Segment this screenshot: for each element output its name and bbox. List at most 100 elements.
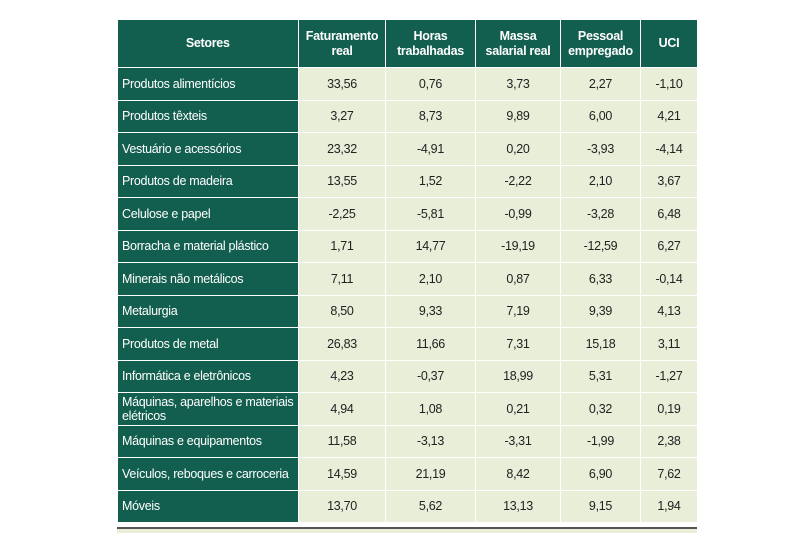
table-footer-rule <box>117 527 697 533</box>
value-cell: 23,32 <box>298 132 386 166</box>
table-row: Celulose e papel -2,25 -5,81 -0,99 -3,28 6,48 <box>117 197 697 231</box>
value-cell: 26,83 <box>298 327 386 361</box>
header-cell: Pessoal empregado <box>560 20 641 68</box>
table-row: Produtos de metal 26,83 11,66 7,31 15,18 3,11 <box>117 327 697 361</box>
value-cell: 4,13 <box>640 294 697 328</box>
value-cell: -1,99 <box>560 424 641 458</box>
table-row: Produtos alimentícios 33,56 0,76 3,73 2,27 -1… <box>117 67 697 101</box>
value-cell: -4,14 <box>640 132 697 166</box>
value-cell: 0,20 <box>475 132 561 166</box>
row-label: Produtos de madeira <box>117 164 299 198</box>
value-cell: 2,27 <box>560 67 641 101</box>
value-cell: -3,31 <box>475 424 561 458</box>
value-cell: 1,52 <box>385 164 476 198</box>
header-row: Setores Faturamento real Horas trabalhadas… <box>117 20 697 68</box>
table-row: Produtos de madeira 13,55 1,52 -2,22 2,10 3,6… <box>117 164 697 198</box>
value-cell: 0,21 <box>475 392 561 426</box>
value-cell: -3,28 <box>560 197 641 231</box>
value-cell: -3,13 <box>385 424 476 458</box>
row-label: Veículos, reboques e carroceria <box>117 457 299 491</box>
value-cell: 7,62 <box>640 457 697 491</box>
value-cell: 7,19 <box>475 294 561 328</box>
table-row: Máquinas, aparelhos e materiais elétrico… <box>117 392 697 426</box>
value-cell: 8,42 <box>475 457 561 491</box>
value-cell: 13,13 <box>475 489 561 523</box>
value-cell: -0,37 <box>385 359 476 393</box>
table-row: Borracha e material plástico 1,71 14,77 -19… <box>117 229 697 263</box>
value-cell: 2,10 <box>385 262 476 296</box>
value-cell: -2,22 <box>475 164 561 198</box>
value-cell: 1,71 <box>298 229 386 263</box>
value-cell: -1,27 <box>640 359 697 393</box>
value-cell: 6,00 <box>560 99 641 133</box>
value-cell: 33,56 <box>298 67 386 101</box>
value-cell: 13,55 <box>298 164 386 198</box>
value-cell: 8,50 <box>298 294 386 328</box>
value-cell: 5,62 <box>385 489 476 523</box>
value-cell: 6,48 <box>640 197 697 231</box>
value-cell: 14,59 <box>298 457 386 491</box>
value-cell: -0,14 <box>640 262 697 296</box>
value-cell: 1,94 <box>640 489 697 523</box>
table-container: Setores Faturamento real Horas trabalhadas… <box>117 20 697 533</box>
value-cell: 4,94 <box>298 392 386 426</box>
value-cell: -3,93 <box>560 132 641 166</box>
row-label: Produtos alimentícios <box>117 67 299 101</box>
value-cell: 4,21 <box>640 99 697 133</box>
value-cell: 7,11 <box>298 262 386 296</box>
row-label: Vestuário e acessórios <box>117 132 299 166</box>
value-cell: 18,99 <box>475 359 561 393</box>
value-cell: -4,91 <box>385 132 476 166</box>
value-cell: 13,70 <box>298 489 386 523</box>
value-cell: 1,08 <box>385 392 476 426</box>
value-cell: 7,31 <box>475 327 561 361</box>
value-cell: -2,25 <box>298 197 386 231</box>
row-label: Máquinas e equipamentos <box>117 424 299 458</box>
value-cell: 6,90 <box>560 457 641 491</box>
table-row: Informática e eletrônicos 4,23 -0,37 18,99 5… <box>117 359 697 393</box>
row-label: Produtos têxteis <box>117 99 299 133</box>
value-cell: 15,18 <box>560 327 641 361</box>
value-cell: -5,81 <box>385 197 476 231</box>
value-cell: 5,31 <box>560 359 641 393</box>
row-label: Borracha e material plástico <box>117 229 299 263</box>
header-cell: Faturamento real <box>298 20 386 68</box>
value-cell: 11,58 <box>298 424 386 458</box>
value-cell: 3,67 <box>640 164 697 198</box>
value-cell: 9,39 <box>560 294 641 328</box>
table-row: Vestuário e acessórios 23,32 -4,91 0,20 -3,9… <box>117 132 697 166</box>
header-cell: Horas trabalhadas <box>385 20 476 68</box>
row-label: Celulose e papel <box>117 197 299 231</box>
value-cell: -12,59 <box>560 229 641 263</box>
value-cell: -1,10 <box>640 67 697 101</box>
value-cell: 8,73 <box>385 99 476 133</box>
table-row: Veículos, reboques e carroceria 14,59 21,1… <box>117 457 697 491</box>
value-cell: 6,27 <box>640 229 697 263</box>
row-label: Produtos de metal <box>117 327 299 361</box>
data-table: Setores Faturamento real Horas trabalhadas… <box>117 20 697 523</box>
value-cell: 3,27 <box>298 99 386 133</box>
value-cell: 0,19 <box>640 392 697 426</box>
value-cell: 0,32 <box>560 392 641 426</box>
table-row: Máquinas e equipamentos 11,58 -3,13 -3,31 -1… <box>117 424 697 458</box>
value-cell: 2,10 <box>560 164 641 198</box>
value-cell: -0,99 <box>475 197 561 231</box>
header-cell: Massa salarial real <box>475 20 561 68</box>
value-cell: 0,87 <box>475 262 561 296</box>
value-cell: 11,66 <box>385 327 476 361</box>
row-label: Máquinas, aparelhos e materiais elétrico… <box>117 392 299 426</box>
row-label: Metalurgia <box>117 294 299 328</box>
value-cell: 9,15 <box>560 489 641 523</box>
header-cell: UCI <box>640 20 697 68</box>
table-row: Minerais não metálicos 7,11 2,10 0,87 6,33 -0… <box>117 262 697 296</box>
value-cell: 9,89 <box>475 99 561 133</box>
value-cell: 6,33 <box>560 262 641 296</box>
row-label: Móveis <box>117 489 299 523</box>
value-cell: 9,33 <box>385 294 476 328</box>
value-cell: 0,76 <box>385 67 476 101</box>
table-row: Produtos têxteis 3,27 8,73 9,89 6,00 4,21 <box>117 99 697 133</box>
value-cell: 14,77 <box>385 229 476 263</box>
row-label: Informática e eletrônicos <box>117 359 299 393</box>
header-cell: Setores <box>117 20 299 68</box>
